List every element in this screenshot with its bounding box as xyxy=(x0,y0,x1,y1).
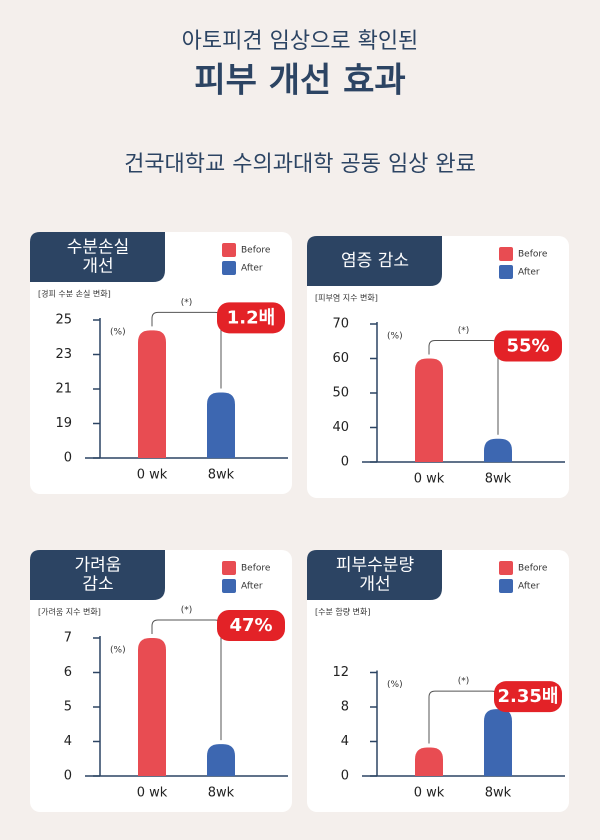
chart-subtitle: [가려움 지수 변화] xyxy=(38,607,101,617)
bar xyxy=(484,709,512,776)
legend-label: After xyxy=(241,264,263,274)
y-tick-label: 5 xyxy=(64,700,72,715)
x-tick-label: 0 wk xyxy=(137,468,168,483)
significance: (*) xyxy=(458,326,470,336)
badge-label: 47% xyxy=(229,615,272,636)
y-tick-label: 12 xyxy=(332,665,349,680)
bar xyxy=(138,638,166,776)
badge xyxy=(494,330,562,362)
card-title: 개선 xyxy=(82,257,113,277)
legend-swatch xyxy=(499,247,513,261)
y-tick-label: 21 xyxy=(55,382,72,397)
legend-swatch xyxy=(222,243,236,257)
unit-label: (%) xyxy=(110,328,126,338)
y-tick-label: 6 xyxy=(64,665,72,680)
significance: (*) xyxy=(181,606,193,616)
y-tick-label: 23 xyxy=(55,347,72,362)
unit-label: (%) xyxy=(110,646,126,656)
kicker: 아토피견 임상으로 확인된 xyxy=(182,29,419,54)
y-tick-label: 7 xyxy=(64,631,72,646)
x-tick-label: 8wk xyxy=(485,786,512,801)
chart-subtitle: [경피 수분 손실 변화] xyxy=(38,289,111,299)
x-tick-label: 8wk xyxy=(485,472,512,487)
card-title: 수분손실 xyxy=(67,238,130,258)
badge xyxy=(217,302,285,334)
legend-swatch xyxy=(222,579,236,593)
significance: (*) xyxy=(181,298,193,308)
x-tick-label: 0 wk xyxy=(137,786,168,801)
y-tick-label: 8 xyxy=(341,700,349,715)
unit-label: (%) xyxy=(387,680,403,690)
unit-label: (%) xyxy=(387,332,403,342)
y-tick-label: 40 xyxy=(332,420,349,435)
card-title: 피부수분량 xyxy=(336,556,415,576)
bar xyxy=(484,438,512,462)
card-title: 가려움 xyxy=(75,556,122,576)
card-title: 염증 감소 xyxy=(341,251,409,271)
bar xyxy=(415,747,443,776)
badge-label: 2.35배 xyxy=(498,686,559,707)
legend-label: Before xyxy=(241,246,271,256)
bar xyxy=(207,392,235,458)
y-tick-label: 60 xyxy=(332,351,349,366)
y-tick-label: 0 xyxy=(341,769,349,784)
bar xyxy=(415,358,443,462)
legend-label: Before xyxy=(518,564,548,574)
card-title: 개선 xyxy=(359,575,390,595)
y-tick-label: 0 xyxy=(341,455,349,470)
chart-subtitle: [피부염 지수 변화] xyxy=(315,293,378,303)
chart-subtitle: [수분 함량 변화] xyxy=(315,607,371,617)
card-header xyxy=(30,232,165,282)
y-tick-label: 50 xyxy=(332,386,349,401)
legend-swatch xyxy=(222,261,236,275)
y-tick-label: 4 xyxy=(341,734,349,749)
x-tick-label: 0 wk xyxy=(414,786,445,801)
card-title: 감소 xyxy=(82,575,113,595)
card-header xyxy=(307,236,442,286)
legend-label: Before xyxy=(241,564,271,574)
main-title: 피부 개선 효과 xyxy=(194,61,405,101)
legend-label: After xyxy=(518,268,540,278)
card-header xyxy=(307,550,442,600)
y-tick-label: 70 xyxy=(332,317,349,332)
y-tick-label: 4 xyxy=(64,734,72,749)
card-header xyxy=(30,550,165,600)
badge-label: 55% xyxy=(506,336,549,357)
legend-swatch xyxy=(222,561,236,575)
x-tick-label: 8wk xyxy=(208,786,235,801)
badge xyxy=(217,610,285,641)
legend-swatch xyxy=(499,265,513,279)
caption: 건국대학교 수의과대학 공동 임상 완료 xyxy=(124,152,476,177)
bar xyxy=(138,330,166,458)
legend-label: Before xyxy=(518,250,548,260)
x-tick-label: 0 wk xyxy=(414,472,445,487)
badge xyxy=(494,681,562,713)
bar xyxy=(207,744,235,776)
x-tick-label: 8wk xyxy=(208,468,235,483)
y-tick-label: 0 xyxy=(64,451,72,466)
y-tick-label: 19 xyxy=(55,416,72,431)
legend-swatch xyxy=(499,561,513,575)
legend-label: After xyxy=(241,582,263,592)
badge-label: 1.2배 xyxy=(227,307,275,328)
y-tick-label: 25 xyxy=(55,313,72,328)
y-tick-label: 0 xyxy=(64,769,72,784)
significance: (*) xyxy=(458,677,470,687)
legend-label: After xyxy=(518,582,540,592)
legend-swatch xyxy=(499,579,513,593)
